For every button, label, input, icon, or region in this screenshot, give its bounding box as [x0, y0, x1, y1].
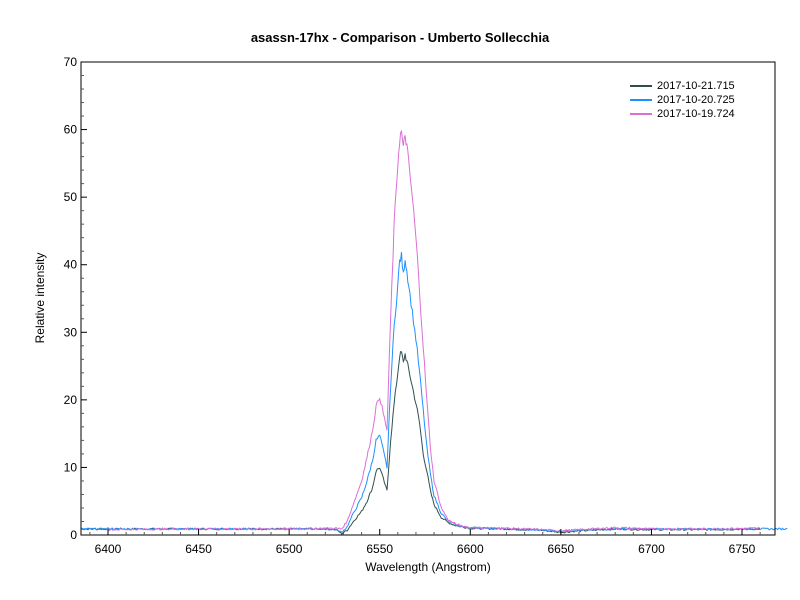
plot-frame	[80, 61, 776, 536]
x-tick-label: 6500	[276, 542, 303, 556]
y-tick-label: 40	[64, 258, 78, 272]
x-tick-label: 6650	[548, 542, 575, 556]
x-tick-label: 6450	[185, 542, 212, 556]
y-axis: 0 10 20 30 40 50 60 70	[64, 55, 87, 542]
x-tick-label: 6400	[95, 542, 122, 556]
legend-swatch	[630, 99, 652, 101]
legend-swatch	[630, 85, 652, 87]
x-tick-label: 6750	[729, 542, 756, 556]
y-tick-label: 20	[64, 393, 78, 407]
y-tick-label: 50	[64, 190, 78, 204]
legend: 2017-10-21.715 2017-10-20.725 2017-10-19.7…	[630, 79, 735, 121]
y-tick-label: 10	[64, 460, 78, 474]
series-line-2017-10-20.725	[80, 252, 788, 533]
legend-label: 2017-10-21.715	[657, 80, 735, 92]
y-tick-label: 60	[64, 123, 78, 137]
series-line-2017-10-19.724	[108, 130, 761, 533]
x-axis: 6400 6450 6500 6550 6600 6650 6700 6750	[89, 529, 761, 556]
y-tick-label: 0	[70, 528, 77, 542]
legend-swatch	[630, 113, 652, 115]
x-tick-label: 6600	[457, 542, 484, 556]
legend-item: 2017-10-20.725	[630, 93, 735, 107]
legend-label: 2017-10-20.725	[657, 94, 735, 106]
series-layer	[80, 130, 788, 535]
y-tick-label: 30	[64, 325, 78, 339]
legend-item: 2017-10-19.724	[630, 107, 735, 121]
legend-label: 2017-10-19.724	[657, 108, 735, 120]
x-axis-label: Wavelength (Angstrom)	[365, 560, 491, 574]
y-tick-label: 70	[64, 55, 78, 69]
legend-item: 2017-10-21.715	[630, 79, 735, 93]
x-tick-label: 6550	[366, 542, 393, 556]
x-tick-label: 6700	[638, 542, 665, 556]
chart-title: asassn-17hx - Comparison - Umberto Solle…	[250, 30, 550, 45]
